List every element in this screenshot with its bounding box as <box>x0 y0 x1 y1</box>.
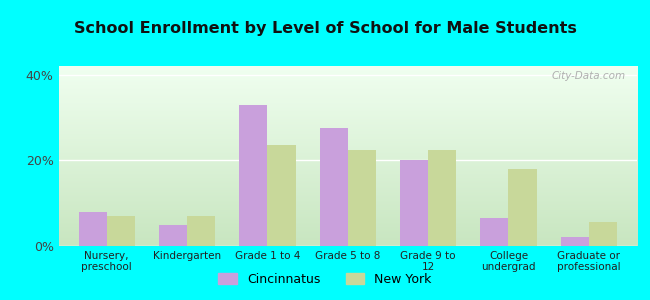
Text: School Enrollment by Level of School for Male Students: School Enrollment by Level of School for… <box>73 21 577 36</box>
Bar <box>589 222 617 246</box>
Bar <box>239 105 267 246</box>
Bar <box>187 216 215 246</box>
Bar <box>348 150 376 246</box>
Bar <box>267 145 296 246</box>
Bar <box>107 216 135 246</box>
Bar <box>320 128 348 246</box>
Bar <box>428 150 456 246</box>
Bar <box>508 169 536 246</box>
Bar <box>400 160 428 246</box>
Bar <box>159 225 187 246</box>
Bar <box>480 218 508 246</box>
Bar <box>79 212 107 246</box>
Legend: Cincinnatus, New York: Cincinnatus, New York <box>213 268 437 291</box>
Bar <box>561 237 589 246</box>
Text: City-Data.com: City-Data.com <box>551 71 625 81</box>
